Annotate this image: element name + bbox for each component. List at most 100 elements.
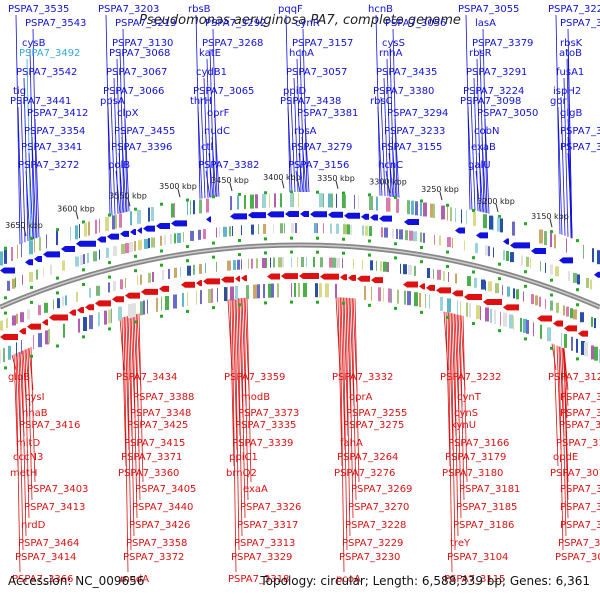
gene-block: [75, 225, 78, 240]
gene-arrow: [455, 227, 465, 234]
gene-block: [237, 195, 239, 210]
tick-dot: [186, 259, 189, 263]
gene-block: [414, 292, 418, 307]
gene-block: [224, 287, 228, 302]
gene-block: [391, 288, 392, 303]
gene-block: [173, 294, 177, 309]
tick-dot: [160, 263, 163, 267]
label-leader-line: [15, 353, 21, 573]
gene-label: lasA: [475, 18, 496, 29]
tick-dot: [498, 215, 501, 219]
gene-block: [183, 231, 184, 242]
gene-label: PSPA7_3441: [10, 96, 71, 107]
tick-dot: [212, 195, 215, 199]
gene-block: [244, 195, 246, 209]
tick-dot: [108, 261, 111, 265]
label-leader-line: [28, 152, 34, 240]
gene-block: [270, 257, 271, 268]
gene-label: PSPA7_3080: [560, 484, 600, 495]
gene-label: PSPA7_3157: [292, 38, 353, 49]
gene-block: [33, 335, 34, 350]
gene-block: [513, 315, 514, 330]
gene-block: [227, 260, 231, 271]
gene-block: [493, 216, 494, 231]
gene-block: [297, 257, 298, 267]
gene-block: [325, 283, 329, 298]
gene-label: oprF: [207, 108, 230, 119]
gene-block: [383, 287, 384, 302]
gene-block: [143, 300, 145, 315]
label-leader-line: [561, 347, 567, 537]
label-leader-line: [553, 344, 559, 467]
accession-text: Accession: NC_009656: [8, 574, 145, 588]
gene-arrow: [235, 275, 240, 282]
gene-label: hcnA: [289, 48, 314, 59]
gene-label: PSPA7_3438: [280, 96, 341, 107]
gene-label: PSPA7_3403: [27, 484, 88, 495]
tick-dot: [342, 191, 345, 195]
kbp-tick-mark: [439, 191, 443, 201]
gene-block: [138, 240, 142, 251]
gene-block: [291, 257, 292, 268]
gene-block: [523, 291, 524, 302]
gene-block: [21, 243, 22, 258]
gene-block: [371, 286, 372, 301]
gene-block: [476, 305, 480, 320]
gene-label: modA: [120, 574, 149, 585]
gene-arrow: [107, 233, 119, 240]
gene-label: PSPA7_3413: [24, 502, 85, 513]
gene-arrow: [156, 223, 170, 230]
tick-dot: [316, 236, 319, 240]
gene-block: [3, 348, 5, 363]
gene-label: PSPA7_3104: [447, 552, 508, 563]
gene-block: [475, 243, 478, 254]
tick-dot: [56, 276, 59, 280]
gene-arrow: [43, 251, 60, 258]
gene-block: [0, 251, 3, 266]
tick-dot: [394, 242, 397, 246]
gene-block: [350, 224, 352, 235]
label-leader-line: [30, 347, 36, 483]
gene-block: [266, 257, 267, 268]
gene-block: [255, 194, 258, 209]
gene-arrow: [196, 280, 202, 287]
label-leader-line: [349, 298, 355, 407]
gene-block: [353, 258, 354, 269]
gene-block: [22, 274, 23, 285]
gene-label: PSPA7_3414: [15, 552, 76, 563]
tick-dot: [290, 236, 293, 240]
gene-block: [274, 193, 276, 208]
label-leader-line: [246, 297, 252, 483]
gene-arrow: [221, 276, 234, 283]
gene-block: [65, 295, 67, 306]
gene-block: [331, 193, 333, 208]
gene-label: PSPA7_3339: [232, 438, 293, 449]
gene-label: PSPA7_3379: [472, 38, 533, 49]
gene-block: [550, 264, 553, 275]
gene-label: PSPA7_3130: [112, 38, 173, 49]
kbp-tick-mark: [495, 203, 499, 212]
gene-label: PSPA7_3317: [237, 520, 298, 531]
gene-block: [268, 283, 272, 298]
gene-block: [148, 207, 150, 222]
gene-label: cydB1: [196, 67, 227, 78]
gene-arrow: [531, 248, 546, 255]
gene-block: [513, 288, 515, 299]
gene-block: [119, 213, 122, 228]
gene-label: opdE: [553, 452, 578, 463]
gene-label: PSPA7_3081: [560, 502, 600, 513]
tick-dot: [264, 237, 267, 241]
gene-label: PSPA7_3127: [560, 392, 600, 403]
gene-label: PSPA7_3083: [558, 538, 600, 549]
gene-arrow: [553, 320, 563, 327]
gene-block: [104, 310, 107, 325]
gene-label: PSPA7_3416: [19, 420, 80, 431]
label-leader-line: [124, 118, 130, 212]
gene-block: [45, 330, 49, 345]
label-leader-line: [290, 96, 296, 193]
gene-block: [336, 193, 337, 208]
tick-dot: [576, 288, 579, 292]
gene-label: PSPA7_3535: [8, 4, 69, 15]
gene-label: PSPA7_3412: [27, 108, 88, 119]
gene-arrow: [143, 225, 155, 232]
